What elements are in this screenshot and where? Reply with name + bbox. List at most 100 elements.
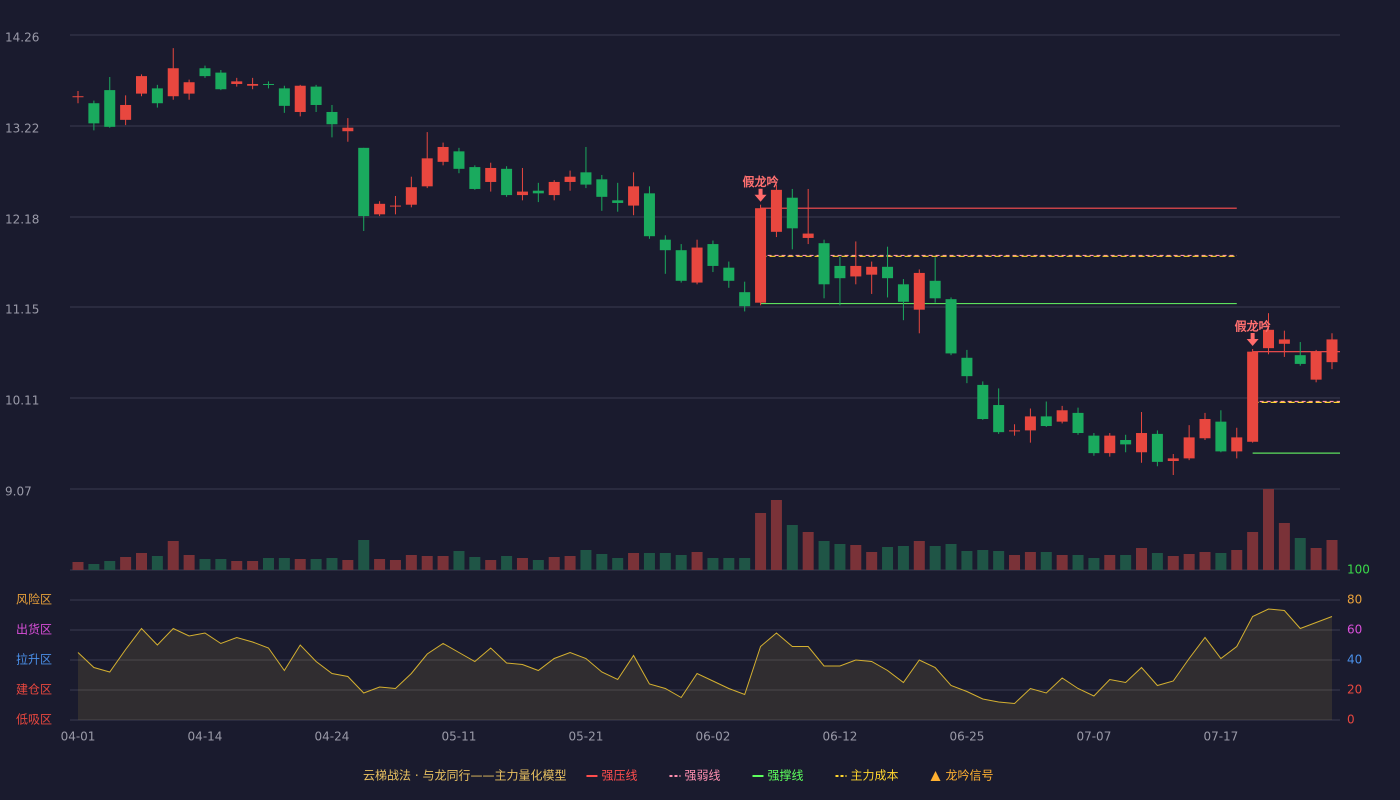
candle-body <box>882 266 894 279</box>
candle-body <box>564 176 576 182</box>
volume-bar <box>913 541 925 570</box>
candle-body <box>374 203 386 215</box>
candle-body <box>120 104 132 120</box>
candle-body <box>453 151 465 169</box>
volume-bar <box>548 557 560 570</box>
volume-bar <box>580 550 592 570</box>
legend-label: 龙吟信号 <box>946 768 994 783</box>
volume-bar <box>1136 548 1148 570</box>
volume-bar <box>866 552 878 570</box>
volume-bar <box>1183 554 1195 570</box>
candle-body <box>1231 437 1243 452</box>
candle-body <box>628 186 640 206</box>
candle-body <box>691 247 703 283</box>
x-tick-label: 06-25 <box>949 730 984 744</box>
candle-body <box>913 272 925 310</box>
volume-bar <box>278 558 290 570</box>
volume-bar <box>770 500 782 570</box>
volume-bar <box>723 558 735 570</box>
candle-body <box>977 384 989 420</box>
y-tick-label: 60 <box>1347 623 1362 637</box>
candle-body <box>278 88 290 106</box>
volume-bar <box>405 555 417 570</box>
signal-label: 假龙吟 <box>1235 319 1271 334</box>
candle-body <box>1104 435 1116 454</box>
volume-bar <box>421 556 433 570</box>
volume-bar <box>755 513 767 570</box>
x-tick-label: 06-02 <box>695 730 730 744</box>
volume-bar <box>1104 555 1116 570</box>
volume-bar <box>1231 550 1243 570</box>
candle-body <box>1183 437 1195 459</box>
y-tick-label: 12.18 <box>5 212 39 226</box>
candle-body <box>850 265 862 277</box>
candle-body <box>1263 329 1275 349</box>
candle-body <box>643 193 655 237</box>
candle-body <box>1024 416 1036 431</box>
zone-label: 建仓区 <box>16 683 52 697</box>
candle-body <box>358 147 370 217</box>
volume-bar <box>516 558 528 570</box>
legend-title: 云梯战法 · 与龙同行——主力量化模型 <box>363 769 566 783</box>
legend-label: 强撑线 <box>767 768 803 783</box>
legend-label: 主力成本 <box>851 769 899 783</box>
candle-body <box>247 83 259 86</box>
volume-bar <box>596 554 608 570</box>
volume-bar <box>262 558 274 570</box>
candle-body <box>215 72 227 90</box>
x-tick-label: 06-12 <box>822 730 857 744</box>
x-tick-label: 05-11 <box>442 730 477 744</box>
volume-bar <box>231 561 243 570</box>
volume-bar <box>1167 556 1179 570</box>
volume-bar <box>850 545 862 570</box>
volume-bar <box>1056 555 1068 570</box>
y-tick-label: 20 <box>1347 683 1362 697</box>
candle-body <box>1040 416 1052 427</box>
volume-bar <box>437 556 449 570</box>
candle-body <box>310 86 322 105</box>
signal-label: 假龙吟 <box>743 174 779 189</box>
volume-bar <box>215 559 227 570</box>
volume-bar <box>1278 523 1290 570</box>
volume-bar <box>104 561 116 570</box>
volume-bar <box>358 540 370 570</box>
indicator-line <box>77 608 1333 705</box>
volume-bar <box>199 559 211 570</box>
volume-bar <box>564 556 576 570</box>
y-tick-label: 40 <box>1347 653 1362 667</box>
legend-label: 强弱线 <box>684 769 720 783</box>
volume-bar <box>72 562 84 570</box>
volume-bar <box>183 555 195 570</box>
volume-bar <box>802 532 814 570</box>
volume-bar <box>993 551 1005 570</box>
candle-body <box>1088 435 1100 454</box>
zone-label: 拉升区 <box>16 652 52 667</box>
volume-bar <box>247 561 259 570</box>
candle-body <box>501 168 513 196</box>
y-tick-label: 10.11 <box>5 394 39 408</box>
volume-bar <box>389 560 401 570</box>
volume-bar <box>1072 555 1084 570</box>
volume-bar <box>945 544 957 570</box>
candle-body <box>818 243 830 285</box>
candle-body <box>262 83 274 85</box>
candle-body <box>802 233 814 238</box>
volume-bar <box>897 546 909 570</box>
x-tick-label: 07-07 <box>1076 730 1111 744</box>
volume-bar <box>151 556 163 570</box>
candle-body <box>469 167 481 189</box>
volume-bar <box>1263 489 1275 570</box>
volume-bar <box>167 541 179 570</box>
zone-label: 低吸区 <box>16 713 52 727</box>
y-tick-label: 14.26 <box>5 31 39 45</box>
volume-bar <box>643 553 655 570</box>
candle-body <box>1136 433 1148 453</box>
zone-label: 出货区 <box>16 622 52 637</box>
volume-bar <box>628 553 640 570</box>
candle-body <box>72 96 84 98</box>
candle-body <box>596 179 608 197</box>
volume-bar <box>342 560 354 570</box>
volume-bar <box>1088 558 1100 570</box>
x-tick-label: 07-17 <box>1203 730 1238 744</box>
